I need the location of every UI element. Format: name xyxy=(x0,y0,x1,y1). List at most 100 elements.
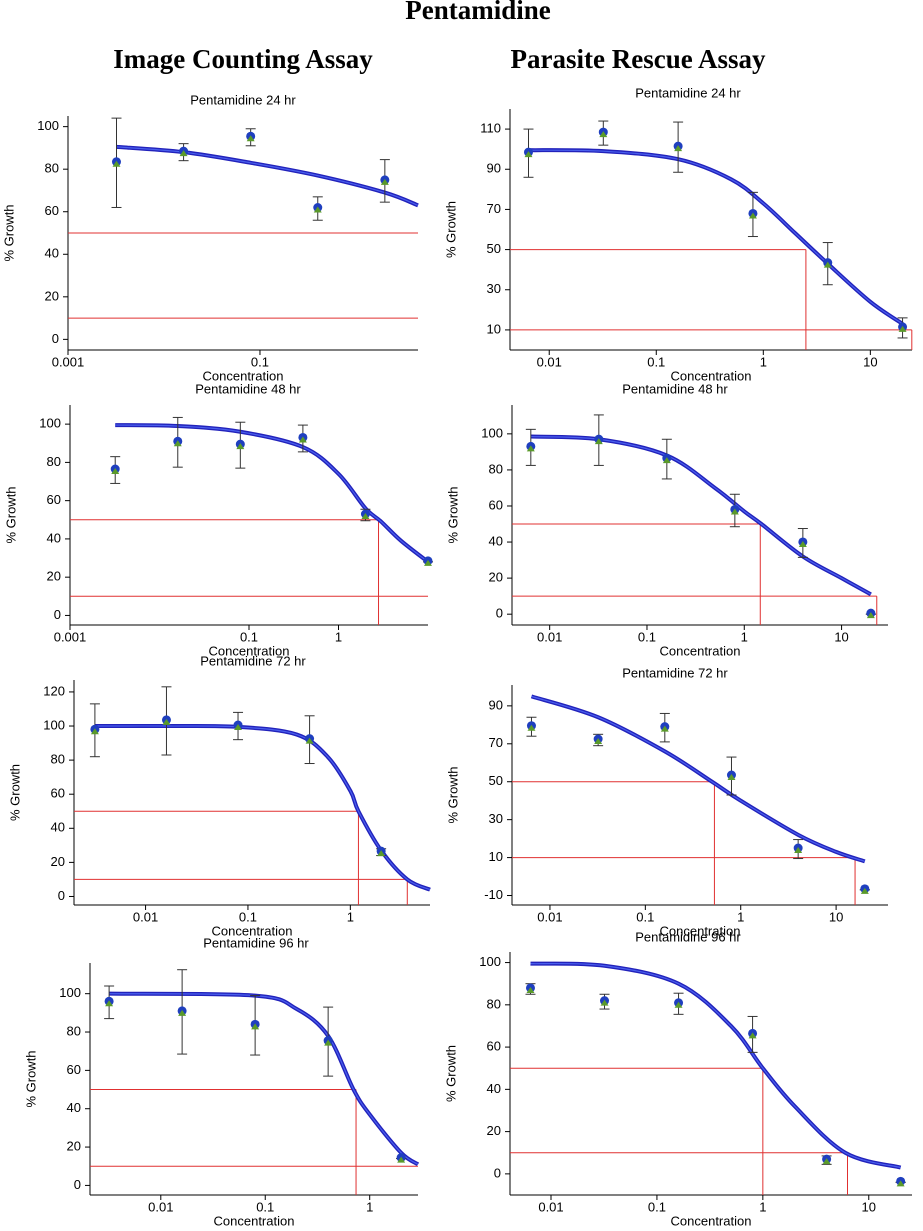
data-point-triangle xyxy=(748,1032,757,1039)
y-tick-label: 20 xyxy=(487,1123,501,1138)
x-tick-label: 0.1 xyxy=(240,629,258,644)
y-tick-label: 0 xyxy=(496,606,503,621)
chart-title: Pentamidine 24 hr xyxy=(190,92,296,107)
x-tick-label: 1 xyxy=(759,1199,766,1214)
x-tick-label: 1 xyxy=(741,629,748,644)
chart-title: Pentamidine 24 hr xyxy=(635,85,741,100)
data-point-triangle xyxy=(860,887,869,894)
data-point-triangle xyxy=(674,145,683,152)
data-point-triangle xyxy=(526,445,535,452)
y-tick-label: 70 xyxy=(489,735,503,750)
chart-title: Pentamidine 48 hr xyxy=(195,381,301,396)
y-axis-label: % Growth xyxy=(443,1045,458,1102)
y-tick-label: 20 xyxy=(67,1139,81,1154)
data-point-triangle xyxy=(298,436,307,443)
data-point-triangle xyxy=(179,150,188,157)
y-tick-label: 40 xyxy=(489,533,503,548)
y-tick-label: 90 xyxy=(489,697,503,712)
data-point-triangle xyxy=(234,724,243,731)
y-axis-label: % Growth xyxy=(445,486,460,543)
y-axis-label: % Growth xyxy=(443,201,458,258)
x-axis-label: Concentration xyxy=(671,1213,752,1228)
fit-curve xyxy=(530,694,866,864)
chart-title: Pentamidine 96 hr xyxy=(203,935,309,950)
y-tick-label: 60 xyxy=(67,1062,81,1077)
data-point-triangle xyxy=(112,160,121,167)
chart-title: Pentamidine 96 hr xyxy=(635,929,741,944)
y-tick-label: 0 xyxy=(52,331,59,346)
x-tick-label: 0.1 xyxy=(239,909,257,924)
y-tick-label: 10 xyxy=(489,849,503,864)
x-tick-label: 0.01 xyxy=(133,909,158,924)
data-point-triangle xyxy=(594,738,603,744)
y-tick-label: 60 xyxy=(489,497,503,512)
y-tick-label: 60 xyxy=(487,1039,501,1054)
y-tick-label: 80 xyxy=(47,454,61,469)
data-point-triangle xyxy=(236,443,245,450)
data-point-triangle xyxy=(162,718,171,725)
x-axis-label: Concentration xyxy=(209,643,290,658)
x-tick-label: 0.1 xyxy=(251,354,269,369)
x-tick-label: 10 xyxy=(829,909,843,924)
data-point-triangle xyxy=(380,178,389,185)
x-tick-label: 1 xyxy=(335,629,342,644)
chart-title: Pentamidine 72 hr xyxy=(200,653,306,668)
fit-curve-core xyxy=(528,149,903,325)
y-tick-label: 100 xyxy=(479,954,501,969)
y-axis-label: % Growth xyxy=(1,204,16,261)
column-title: Image Counting Assay xyxy=(113,44,373,74)
fit-curve xyxy=(528,148,904,326)
fit-curve xyxy=(530,961,902,1170)
x-axis-label: Concentration xyxy=(671,368,752,383)
fit-curve xyxy=(109,991,420,1167)
data-point-triangle xyxy=(823,261,832,268)
y-tick-label: 40 xyxy=(45,246,59,261)
data-point-triangle xyxy=(527,724,536,731)
x-tick-label: 1 xyxy=(347,909,354,924)
x-tick-label: 0.001 xyxy=(54,629,87,644)
y-tick-label: 70 xyxy=(487,201,501,216)
y-tick-label: 20 xyxy=(51,854,65,869)
x-tick-label: 1 xyxy=(760,354,767,369)
data-point-triangle xyxy=(246,135,255,142)
y-tick-label: 0 xyxy=(74,1177,81,1192)
data-point-triangle xyxy=(866,612,875,619)
fit-curve xyxy=(94,723,431,892)
y-tick-label: 20 xyxy=(489,570,503,585)
x-tick-label: 0.01 xyxy=(537,354,562,369)
data-point-triangle xyxy=(251,1023,260,1030)
data-point-triangle xyxy=(674,1001,683,1008)
x-tick-label: 0.01 xyxy=(538,1199,563,1214)
x-tick-label: 0.1 xyxy=(638,629,656,644)
y-tick-label: 0 xyxy=(58,888,65,903)
y-tick-label: 50 xyxy=(489,773,503,788)
data-point-triangle xyxy=(798,540,807,547)
y-tick-label: 80 xyxy=(489,461,503,476)
y-tick-label: 40 xyxy=(51,820,65,835)
chart-title: Pentamidine 72 hr xyxy=(622,665,728,680)
y-tick-label: 120 xyxy=(43,683,65,698)
data-point-triangle xyxy=(178,1009,187,1016)
fit-curve xyxy=(116,144,419,208)
data-point-triangle xyxy=(90,728,99,735)
x-tick-label: 0.01 xyxy=(148,1199,173,1214)
x-tick-label: 0.1 xyxy=(648,1199,666,1214)
data-point-triangle xyxy=(898,325,907,332)
y-tick-label: 20 xyxy=(47,569,61,584)
x-axis-label: Concentration xyxy=(660,923,741,938)
data-point-triangle xyxy=(324,1039,333,1046)
y-axis-label: % Growth xyxy=(7,764,22,821)
fit-curve-core xyxy=(531,695,866,862)
y-tick-label: 80 xyxy=(487,996,501,1011)
data-point-triangle xyxy=(111,468,120,475)
y-tick-label: 60 xyxy=(45,203,59,218)
y-tick-label: 100 xyxy=(37,118,59,133)
data-point-triangle xyxy=(397,1156,406,1163)
page-title: Pentamidine xyxy=(405,0,551,25)
x-tick-label: 1 xyxy=(366,1199,373,1214)
data-point-triangle xyxy=(105,1000,114,1007)
data-point-triangle xyxy=(748,212,757,219)
y-axis-label: % Growth xyxy=(445,766,460,823)
x-tick-label: 0.1 xyxy=(636,909,654,924)
fit-curve-core xyxy=(115,424,429,563)
